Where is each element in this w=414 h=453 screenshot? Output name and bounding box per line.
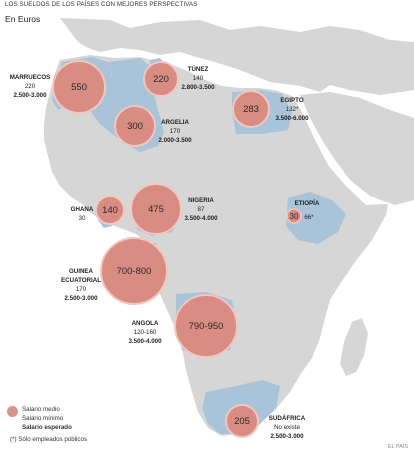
mean-marruecos: 550 [71,82,87,93]
label-tunez-name: TÚNEZ [188,66,209,73]
legend-mean: Salario medio [22,406,60,413]
bubble-ghana [95,195,125,225]
label-guinea-ecuatorial-expected: 2.500-3.000 [64,295,98,302]
label-egipto-min: 132* [286,106,299,113]
label-guinea-ecuatorial-name-1: GUINEA [69,268,94,275]
bubble-nigeria [130,183,182,235]
legend-min: Salario mínimo [22,415,64,422]
bubble-tunez [143,61,179,97]
map-subtitle: En Euros [5,14,41,24]
arabia-landmass [300,92,414,205]
mean-guinea-ecuatorial: 700-800 [117,266,152,277]
europe-landmass [60,18,414,95]
bubble-etiopia [286,208,302,224]
label-ghana-min: 30 [79,215,86,222]
bubble-egipto [232,90,270,128]
legend: Salario medio Salario mínimo Salario esp… [4,402,102,446]
label-argelia-expected: 2.000-3.500 [158,137,192,144]
label-angola-expected: 3.500-4.000 [128,338,162,345]
mean-argelia: 300 [127,121,143,132]
label-ghana-name: GHANA [71,206,94,213]
bubble-argelia [114,105,156,147]
label-etiopia-min: 66* [304,214,314,221]
label-guinea-ecuatorial-min: 170 [76,286,87,293]
legend-footnote: (*) Sólo empleados públicos [10,436,88,443]
label-marruecos-name: MARRUECOS [10,74,51,81]
label-marruecos-expected: 2.500-3.000 [13,92,47,99]
label-etiopia-name: ETIOPÍA [295,199,320,207]
africa-landmass [44,55,388,436]
ethiopia-region [286,192,346,244]
label-nigeria-expected: 3.500-4.000 [184,215,218,222]
label-angola-name: ANGOLA [132,320,159,327]
mean-nigeria: 475 [148,204,164,215]
map-title: LOS SUELDOS DE LOS PAÍSES CON MEJORES PE… [5,1,198,8]
mean-etiopia: 30 [290,212,299,221]
mean-egipto: 283 [243,104,259,115]
label-tunez-min: 140 [193,75,204,82]
mean-ghana: 140 [102,205,118,216]
label-argelia-name: ARGELIA [161,119,189,126]
country-labels: MARRUECOS 220 2.500-3.000 TÚNEZ 140 2.80… [10,66,320,440]
bubble-values: 550 220 300 283 140 475 30 700-800 790-9… [71,74,299,427]
madagascar-landmass [340,318,368,376]
source-credit: EL PAÍS [387,444,408,450]
bubble-marruecos [52,60,106,114]
label-angola-min: 120-160 [134,329,157,336]
mean-angola: 790-950 [189,321,224,332]
label-tunez-expected: 2.800-3.500 [181,84,215,91]
label-argelia-min: 170 [170,128,181,135]
bubble-angola [174,294,238,358]
mean-sudafrica: 205 [234,416,250,427]
label-guinea-ecuatorial-name-2: ECUATORIAL [61,277,101,284]
label-marruecos-min: 220 [25,83,36,90]
bubble-sudafrica [225,404,259,438]
label-sudafrica-expected: 2.500-3.000 [270,433,304,440]
label-egipto-expected: 3.500-6.000 [275,115,309,122]
label-nigeria-name: NIGERIA [188,197,214,204]
bubble-guinea-ecuatorial [100,237,168,305]
mean-tunez: 220 [153,74,169,85]
label-sudafrica-name: SUDÁFRICA [269,415,306,422]
legend-bubble-swatch [7,406,18,417]
label-egipto-name: EGIPTO [280,97,303,104]
bubbles [52,60,302,438]
legend-expected: Salario esperado [22,424,72,431]
label-nigeria-min: 87 [198,206,205,213]
label-sudafrica-min: No existe [274,424,300,431]
